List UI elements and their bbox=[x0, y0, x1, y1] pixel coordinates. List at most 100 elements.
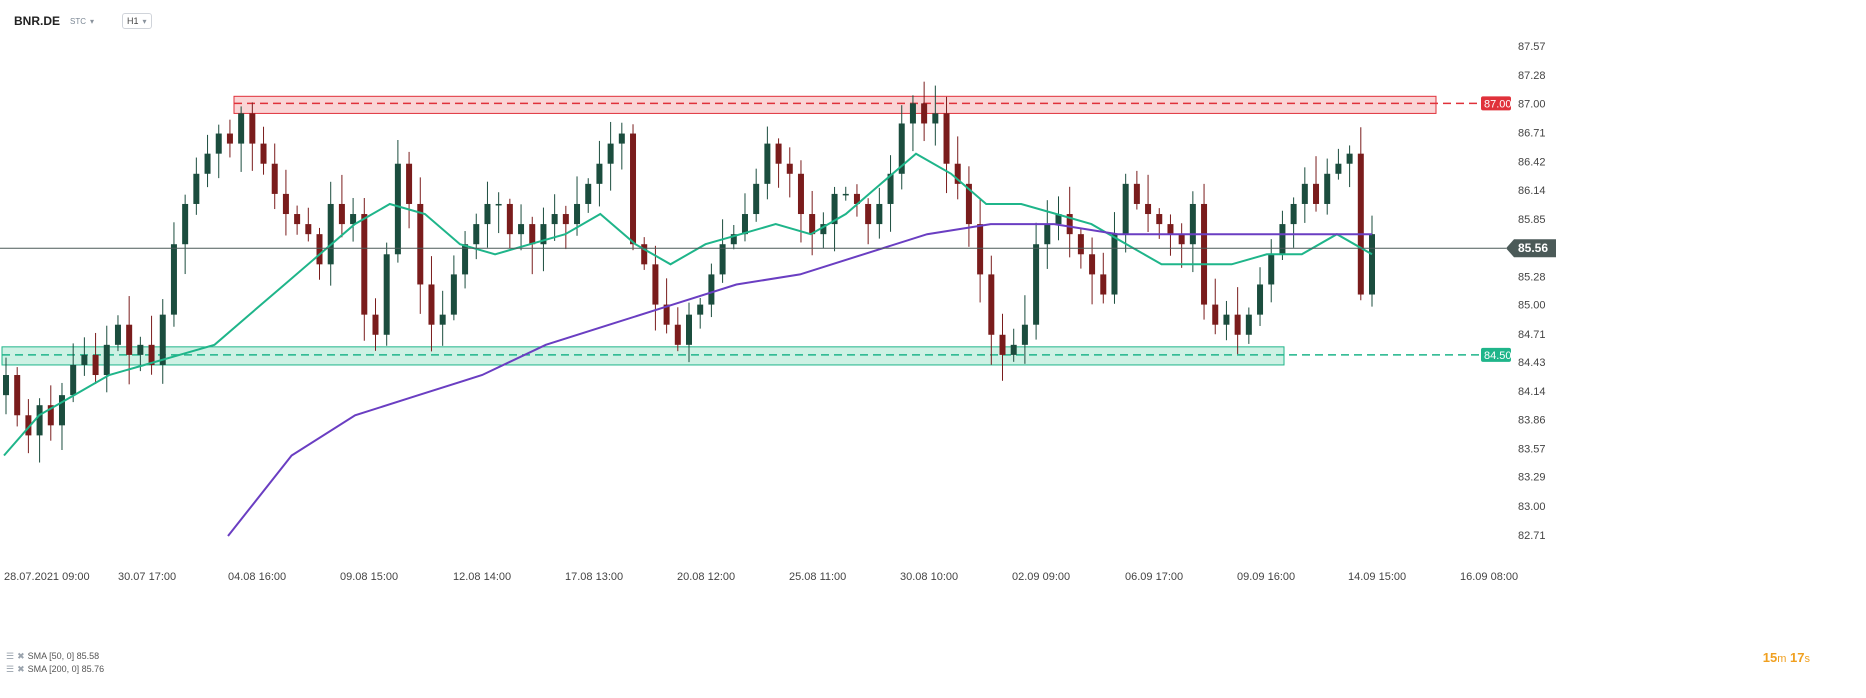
candle[interactable] bbox=[226, 119, 233, 158]
candle[interactable] bbox=[182, 194, 189, 275]
candle[interactable] bbox=[92, 332, 99, 385]
candle[interactable] bbox=[428, 256, 435, 352]
instrument-type-selector[interactable]: STC ▾ bbox=[70, 17, 94, 26]
candle[interactable] bbox=[159, 299, 166, 384]
candle[interactable] bbox=[797, 160, 804, 243]
candle[interactable] bbox=[70, 343, 77, 403]
candle[interactable] bbox=[652, 245, 659, 331]
candle[interactable] bbox=[1234, 287, 1241, 355]
candle[interactable] bbox=[1122, 173, 1129, 253]
candle[interactable] bbox=[1133, 170, 1140, 210]
candle[interactable] bbox=[551, 194, 558, 241]
legend-item-sma200[interactable]: ☰ ✖ SMA [200, 0] 85.76 bbox=[6, 663, 104, 676]
candle[interactable] bbox=[786, 147, 793, 198]
timeframe-selector[interactable]: H1 ▾ bbox=[122, 13, 152, 29]
candle[interactable] bbox=[1324, 158, 1331, 215]
candle[interactable] bbox=[81, 337, 88, 376]
candle[interactable] bbox=[1145, 174, 1152, 233]
candle[interactable] bbox=[1335, 148, 1342, 180]
candle[interactable] bbox=[1111, 212, 1118, 304]
candle[interactable] bbox=[618, 122, 625, 170]
candle[interactable] bbox=[1245, 307, 1252, 344]
legend-item-sma50[interactable]: ☰ ✖ SMA [50, 0] 85.58 bbox=[6, 650, 104, 663]
candle[interactable] bbox=[3, 357, 9, 415]
candle[interactable] bbox=[1212, 278, 1219, 335]
candle[interactable] bbox=[305, 207, 312, 242]
candle[interactable] bbox=[394, 140, 401, 263]
candle[interactable] bbox=[898, 105, 905, 190]
candle[interactable] bbox=[574, 176, 581, 236]
candle[interactable] bbox=[238, 106, 245, 172]
candle[interactable] bbox=[170, 222, 177, 327]
candle[interactable] bbox=[58, 382, 65, 451]
candle[interactable] bbox=[484, 181, 491, 248]
close-icon[interactable]: ✖ bbox=[17, 664, 25, 674]
candle[interactable] bbox=[1369, 215, 1375, 307]
candle[interactable] bbox=[865, 198, 872, 245]
settings-icon[interactable]: ☰ bbox=[6, 651, 15, 661]
symbol-label[interactable]: BNR.DE bbox=[14, 14, 61, 28]
candle[interactable] bbox=[529, 216, 536, 275]
settings-icon[interactable]: ☰ bbox=[6, 664, 15, 674]
candle[interactable] bbox=[495, 192, 502, 234]
candle[interactable] bbox=[909, 95, 916, 152]
candle[interactable] bbox=[327, 181, 334, 286]
candle[interactable] bbox=[1279, 210, 1286, 261]
candle[interactable] bbox=[775, 138, 782, 188]
candle[interactable] bbox=[148, 315, 155, 375]
candle[interactable] bbox=[439, 290, 446, 346]
candle[interactable] bbox=[47, 385, 54, 441]
candle[interactable] bbox=[294, 205, 301, 235]
candle[interactable] bbox=[417, 177, 424, 314]
candle[interactable] bbox=[1066, 186, 1073, 258]
candle[interactable] bbox=[842, 186, 849, 201]
candle[interactable] bbox=[506, 198, 513, 249]
candle[interactable] bbox=[585, 178, 592, 213]
candle[interactable] bbox=[753, 168, 760, 222]
candle[interactable] bbox=[1268, 239, 1275, 303]
candle[interactable] bbox=[1313, 156, 1320, 212]
candle[interactable] bbox=[204, 134, 211, 188]
candle[interactable] bbox=[1223, 300, 1230, 341]
candle[interactable] bbox=[126, 296, 133, 385]
candle[interactable] bbox=[462, 231, 469, 289]
candle[interactable] bbox=[361, 197, 368, 341]
candle[interactable] bbox=[708, 263, 715, 318]
candle[interactable] bbox=[921, 81, 928, 142]
support-zone[interactable] bbox=[1, 346, 1285, 366]
candle[interactable] bbox=[943, 96, 950, 194]
candle[interactable] bbox=[988, 255, 995, 365]
candle[interactable] bbox=[350, 197, 357, 242]
candle[interactable] bbox=[607, 121, 614, 191]
candle[interactable] bbox=[977, 199, 984, 303]
candle[interactable] bbox=[215, 124, 222, 179]
candle[interactable] bbox=[641, 237, 648, 270]
candle[interactable] bbox=[193, 157, 200, 215]
resistance-zone[interactable] bbox=[233, 95, 1437, 114]
candle[interactable] bbox=[820, 212, 827, 249]
candle[interactable] bbox=[876, 187, 883, 239]
candle[interactable] bbox=[14, 367, 21, 427]
candle[interactable] bbox=[596, 140, 603, 207]
candle[interactable] bbox=[887, 155, 894, 232]
candle[interactable] bbox=[1257, 267, 1264, 326]
candle[interactable] bbox=[932, 85, 939, 146]
candle[interactable] bbox=[260, 126, 267, 175]
candle[interactable] bbox=[1178, 223, 1185, 268]
candle[interactable] bbox=[831, 186, 838, 252]
candle[interactable] bbox=[1290, 197, 1297, 248]
candle[interactable] bbox=[103, 325, 110, 393]
candle[interactable] bbox=[1357, 127, 1364, 301]
candle[interactable] bbox=[719, 219, 726, 283]
candle[interactable] bbox=[697, 297, 704, 329]
candle[interactable] bbox=[1055, 196, 1062, 241]
candle[interactable] bbox=[1033, 222, 1040, 340]
candle[interactable] bbox=[999, 313, 1006, 381]
candle[interactable] bbox=[1021, 295, 1028, 364]
candle[interactable] bbox=[473, 213, 480, 260]
candle[interactable] bbox=[954, 136, 961, 200]
candle[interactable] bbox=[1346, 145, 1353, 188]
candle[interactable] bbox=[1010, 328, 1017, 362]
candle[interactable] bbox=[674, 307, 681, 352]
